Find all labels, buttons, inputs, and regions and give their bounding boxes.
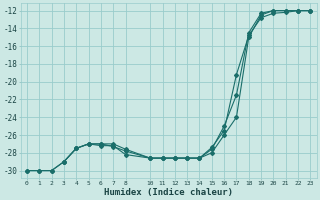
- X-axis label: Humidex (Indice chaleur): Humidex (Indice chaleur): [104, 188, 233, 197]
